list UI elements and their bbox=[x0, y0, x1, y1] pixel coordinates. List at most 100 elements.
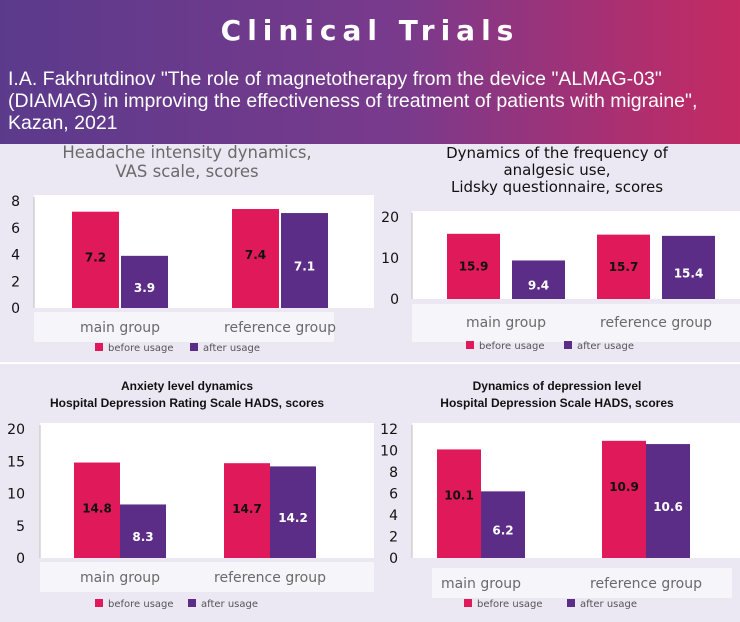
y-tick-label: 15 bbox=[7, 454, 25, 470]
legend-swatch bbox=[567, 599, 575, 607]
y-tick-label: 12 bbox=[380, 422, 398, 438]
chart-title: Dynamics of the frequency of bbox=[446, 144, 669, 162]
chart-svg: Headache intensity dynamics,VAS scale, s… bbox=[0, 144, 374, 362]
legend-swatch bbox=[464, 599, 472, 607]
page-title: Clinical Trials bbox=[220, 14, 520, 47]
bar-after bbox=[481, 491, 525, 558]
chart-title: VAS scale, scores bbox=[115, 162, 258, 181]
x-tick-label: main group bbox=[441, 576, 521, 592]
chart-svg: Dynamics of depression level Hospital Dep… bbox=[374, 364, 740, 622]
x-tick-label: reference group bbox=[600, 315, 712, 331]
x-tick-label: reference group bbox=[224, 320, 336, 336]
legend-label: before usage bbox=[108, 343, 174, 354]
y-tick-label: 10 bbox=[380, 444, 398, 460]
y-tick-label: 2 bbox=[11, 274, 20, 290]
y-tick-label: 4 bbox=[389, 508, 398, 524]
header-banner: Clinical Trials I.A. Fakhrutdinov "The r… bbox=[0, 0, 740, 144]
bar-after bbox=[646, 444, 690, 558]
data-label: 15.9 bbox=[459, 259, 489, 273]
bar-before bbox=[602, 440, 646, 558]
chart-title: Hospital Depression Scale HADS, scores bbox=[440, 396, 674, 410]
category-band bbox=[34, 312, 334, 342]
legend-swatch bbox=[190, 343, 198, 351]
y-tick-label: 6 bbox=[11, 221, 20, 237]
data-label: 14.2 bbox=[278, 511, 308, 525]
data-label: 15.7 bbox=[609, 260, 639, 274]
bar-before bbox=[447, 233, 500, 299]
bar-after bbox=[512, 260, 565, 299]
chart-title: Headache intensity dynamics, bbox=[62, 144, 311, 162]
data-label: 10.9 bbox=[609, 480, 639, 494]
y-tick-label: 2 bbox=[389, 530, 398, 546]
y-tick-label: 5 bbox=[16, 519, 25, 535]
bar-after bbox=[662, 235, 715, 299]
data-label: 14.7 bbox=[232, 502, 262, 516]
data-label: 7.2 bbox=[85, 251, 106, 265]
bar-after bbox=[270, 466, 316, 558]
chart-panel-anxiety: Anxiety level dynamics Hospital Depressio… bbox=[0, 364, 374, 622]
legend-label: after usage bbox=[203, 343, 260, 354]
legend-label: after usage bbox=[201, 599, 258, 610]
y-tick-label: 6 bbox=[389, 487, 398, 503]
data-label: 3.9 bbox=[134, 281, 155, 295]
chart-title: Lidsky questionnaire, scores bbox=[451, 178, 663, 196]
bar-after bbox=[121, 255, 168, 308]
chart-panel-headache: Headache intensity dynamics, VAS scale, s… bbox=[0, 144, 374, 362]
bar-before bbox=[437, 449, 481, 558]
y-tick-label: 0 bbox=[389, 551, 398, 567]
legend-swatch bbox=[188, 599, 196, 607]
legend-label: after usage bbox=[580, 599, 637, 610]
x-tick-label: reference group bbox=[214, 570, 326, 586]
bar-before bbox=[232, 209, 279, 308]
bar-before bbox=[72, 211, 119, 308]
data-label: 6.2 bbox=[492, 524, 513, 538]
chart-panel-analgesic: Dynamics of the frequency of analgesic us… bbox=[374, 144, 740, 362]
chart-title: Anxiety level dynamics bbox=[121, 379, 253, 393]
y-tick-label: 20 bbox=[7, 422, 25, 438]
data-label: 9.4 bbox=[528, 279, 549, 293]
legend-label: after usage bbox=[577, 341, 634, 352]
bar-before bbox=[224, 463, 270, 558]
y-tick-label: 10 bbox=[7, 487, 25, 503]
x-tick-label: main group bbox=[80, 320, 160, 336]
data-label: 10.1 bbox=[444, 488, 474, 502]
y-tick-label: 0 bbox=[390, 292, 399, 308]
legend-swatch bbox=[466, 341, 474, 349]
data-label: 14.8 bbox=[82, 502, 112, 516]
legend-swatch bbox=[564, 341, 572, 349]
chart-svg: Anxiety level dynamics Hospital Depressio… bbox=[0, 364, 374, 622]
y-tick-label: 10 bbox=[381, 251, 399, 267]
legend-swatch bbox=[95, 599, 103, 607]
category-band bbox=[40, 562, 374, 592]
category-band bbox=[412, 304, 740, 342]
bar-after bbox=[120, 504, 166, 558]
y-tick-label: 4 bbox=[11, 248, 20, 264]
legend-label: before usage bbox=[108, 599, 174, 610]
data-label: 10.6 bbox=[653, 500, 683, 514]
data-label: 7.4 bbox=[245, 248, 266, 262]
chart-panel-depression: Dynamics of depression level Hospital Dep… bbox=[374, 364, 740, 622]
data-label: 15.4 bbox=[674, 266, 704, 280]
category-band bbox=[432, 568, 732, 598]
y-tick-label: 0 bbox=[11, 301, 20, 317]
x-tick-label: main group bbox=[466, 315, 546, 331]
chart-title: Hospital Depression Rating Scale HADS, s… bbox=[50, 396, 324, 410]
bar-before bbox=[597, 234, 650, 299]
data-label: 8.3 bbox=[132, 530, 153, 544]
legend-label: before usage bbox=[477, 599, 543, 610]
y-tick-label: 20 bbox=[381, 210, 399, 226]
data-label: 7.1 bbox=[294, 260, 315, 274]
y-tick-label: 8 bbox=[389, 465, 398, 481]
chart-title: Dynamics of depression level bbox=[473, 379, 642, 393]
legend-swatch bbox=[95, 343, 103, 351]
bar-after bbox=[281, 213, 328, 308]
page-subtitle: I.A. Fakhrutdinov "The role of magnetoth… bbox=[8, 68, 698, 134]
y-tick-label: 0 bbox=[16, 551, 25, 567]
x-tick-label: main group bbox=[80, 570, 160, 586]
y-tick-label: 8 bbox=[11, 194, 20, 210]
x-tick-label: reference group bbox=[590, 576, 702, 592]
bar-before bbox=[74, 462, 120, 558]
legend-label: before usage bbox=[479, 341, 545, 352]
chart-title: analgesic use, bbox=[503, 161, 610, 179]
